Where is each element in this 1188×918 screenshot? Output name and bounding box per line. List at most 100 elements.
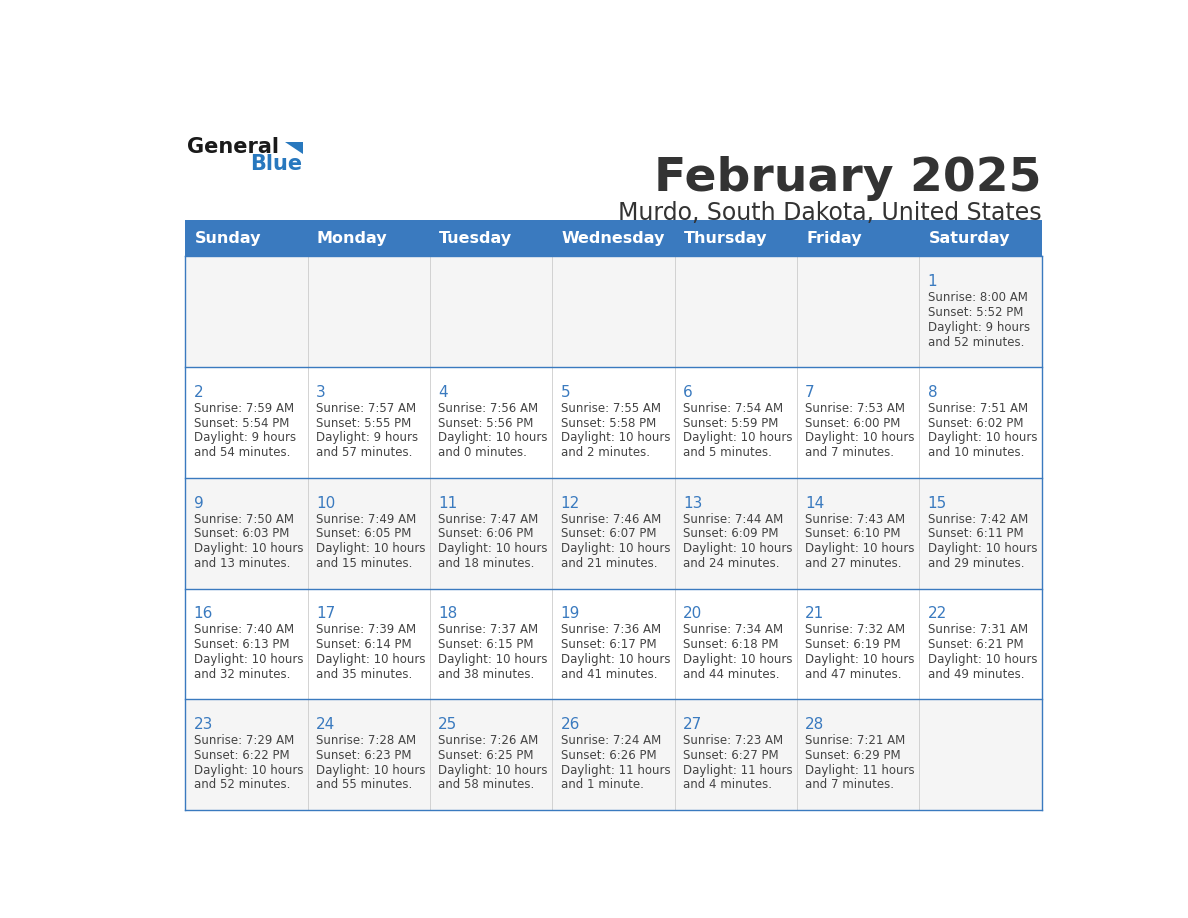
Text: and 15 minutes.: and 15 minutes.	[316, 557, 412, 570]
Text: and 32 minutes.: and 32 minutes.	[194, 667, 290, 681]
Text: Sunrise: 7:31 AM: Sunrise: 7:31 AM	[928, 623, 1028, 636]
FancyBboxPatch shape	[185, 367, 1042, 478]
Text: and 35 minutes.: and 35 minutes.	[316, 667, 412, 681]
Text: 5: 5	[561, 385, 570, 400]
Text: and 5 minutes.: and 5 minutes.	[683, 446, 772, 459]
Text: Sunset: 6:26 PM: Sunset: 6:26 PM	[561, 749, 656, 762]
Text: and 7 minutes.: and 7 minutes.	[805, 778, 895, 791]
Text: Daylight: 10 hours: Daylight: 10 hours	[438, 431, 548, 444]
Text: Sunset: 6:15 PM: Sunset: 6:15 PM	[438, 638, 533, 651]
Text: Sunset: 6:02 PM: Sunset: 6:02 PM	[928, 417, 1023, 430]
Text: Sunset: 6:27 PM: Sunset: 6:27 PM	[683, 749, 778, 762]
Text: 23: 23	[194, 717, 213, 732]
Text: and 24 minutes.: and 24 minutes.	[683, 557, 779, 570]
Text: Murdo, South Dakota, United States: Murdo, South Dakota, United States	[618, 201, 1042, 225]
Text: Sunrise: 7:29 AM: Sunrise: 7:29 AM	[194, 733, 293, 747]
Text: Sunset: 6:14 PM: Sunset: 6:14 PM	[316, 638, 411, 651]
Text: Sunrise: 7:44 AM: Sunrise: 7:44 AM	[683, 512, 783, 525]
Text: Sunrise: 7:28 AM: Sunrise: 7:28 AM	[316, 733, 416, 747]
Text: Daylight: 10 hours: Daylight: 10 hours	[561, 543, 670, 555]
Text: and 55 minutes.: and 55 minutes.	[316, 778, 412, 791]
Text: 24: 24	[316, 717, 335, 732]
Text: and 54 minutes.: and 54 minutes.	[194, 446, 290, 459]
Text: 15: 15	[928, 496, 947, 510]
Text: Sunrise: 7:24 AM: Sunrise: 7:24 AM	[561, 733, 661, 747]
Text: 18: 18	[438, 606, 457, 621]
Text: Sunset: 6:06 PM: Sunset: 6:06 PM	[438, 527, 533, 541]
Text: and 0 minutes.: and 0 minutes.	[438, 446, 527, 459]
Text: Sunrise: 7:40 AM: Sunrise: 7:40 AM	[194, 623, 293, 636]
Text: Daylight: 11 hours: Daylight: 11 hours	[561, 764, 670, 777]
Text: Sunrise: 7:53 AM: Sunrise: 7:53 AM	[805, 402, 905, 415]
Text: Sunrise: 7:47 AM: Sunrise: 7:47 AM	[438, 512, 538, 525]
Text: Daylight: 10 hours: Daylight: 10 hours	[683, 653, 792, 666]
Text: February 2025: February 2025	[655, 156, 1042, 201]
Text: and 52 minutes.: and 52 minutes.	[928, 336, 1024, 349]
Text: and 44 minutes.: and 44 minutes.	[683, 667, 779, 681]
Text: Sunrise: 7:21 AM: Sunrise: 7:21 AM	[805, 733, 905, 747]
Text: 3: 3	[316, 385, 326, 400]
Text: Daylight: 10 hours: Daylight: 10 hours	[683, 431, 792, 444]
Text: General: General	[188, 137, 279, 157]
Text: Sunset: 6:21 PM: Sunset: 6:21 PM	[928, 638, 1023, 651]
Text: Daylight: 10 hours: Daylight: 10 hours	[561, 431, 670, 444]
FancyBboxPatch shape	[185, 219, 1042, 222]
Text: Sunset: 6:07 PM: Sunset: 6:07 PM	[561, 527, 656, 541]
Text: Daylight: 10 hours: Daylight: 10 hours	[194, 764, 303, 777]
Text: and 18 minutes.: and 18 minutes.	[438, 557, 535, 570]
Text: Sunset: 6:10 PM: Sunset: 6:10 PM	[805, 527, 901, 541]
Text: Sunset: 6:11 PM: Sunset: 6:11 PM	[928, 527, 1023, 541]
Text: and 47 minutes.: and 47 minutes.	[805, 667, 902, 681]
Text: Daylight: 10 hours: Daylight: 10 hours	[194, 543, 303, 555]
Text: Sunset: 6:00 PM: Sunset: 6:00 PM	[805, 417, 901, 430]
Text: Sunset: 6:23 PM: Sunset: 6:23 PM	[316, 749, 411, 762]
Text: 20: 20	[683, 606, 702, 621]
Text: Blue: Blue	[249, 154, 302, 174]
Text: Daylight: 10 hours: Daylight: 10 hours	[316, 543, 425, 555]
Text: Daylight: 10 hours: Daylight: 10 hours	[438, 543, 548, 555]
Text: Sunrise: 7:39 AM: Sunrise: 7:39 AM	[316, 623, 416, 636]
Text: 17: 17	[316, 606, 335, 621]
Text: Daylight: 10 hours: Daylight: 10 hours	[561, 653, 670, 666]
Text: 27: 27	[683, 717, 702, 732]
Text: and 38 minutes.: and 38 minutes.	[438, 667, 535, 681]
Text: Sunrise: 7:26 AM: Sunrise: 7:26 AM	[438, 733, 538, 747]
Text: and 13 minutes.: and 13 minutes.	[194, 557, 290, 570]
Text: Sunset: 6:29 PM: Sunset: 6:29 PM	[805, 749, 901, 762]
Text: and 10 minutes.: and 10 minutes.	[928, 446, 1024, 459]
Text: 6: 6	[683, 385, 693, 400]
Text: Sunrise: 7:43 AM: Sunrise: 7:43 AM	[805, 512, 905, 525]
Text: Saturday: Saturday	[929, 230, 1010, 246]
FancyBboxPatch shape	[185, 588, 1042, 700]
Text: Sunset: 5:59 PM: Sunset: 5:59 PM	[683, 417, 778, 430]
Text: Daylight: 10 hours: Daylight: 10 hours	[805, 431, 915, 444]
Text: Daylight: 10 hours: Daylight: 10 hours	[928, 653, 1037, 666]
Text: and 4 minutes.: and 4 minutes.	[683, 778, 772, 791]
Text: Sunday: Sunday	[195, 230, 261, 246]
Text: Daylight: 10 hours: Daylight: 10 hours	[438, 764, 548, 777]
Text: Daylight: 10 hours: Daylight: 10 hours	[316, 653, 425, 666]
Text: Sunset: 6:22 PM: Sunset: 6:22 PM	[194, 749, 289, 762]
FancyBboxPatch shape	[185, 219, 1042, 256]
Text: 7: 7	[805, 385, 815, 400]
Text: Daylight: 10 hours: Daylight: 10 hours	[683, 543, 792, 555]
Text: and 52 minutes.: and 52 minutes.	[194, 778, 290, 791]
Text: 21: 21	[805, 606, 824, 621]
Text: 1: 1	[928, 274, 937, 289]
FancyBboxPatch shape	[185, 256, 1042, 367]
Text: Sunrise: 7:51 AM: Sunrise: 7:51 AM	[928, 402, 1028, 415]
Text: Sunset: 6:19 PM: Sunset: 6:19 PM	[805, 638, 901, 651]
Text: Sunrise: 7:46 AM: Sunrise: 7:46 AM	[561, 512, 661, 525]
Text: Sunrise: 8:00 AM: Sunrise: 8:00 AM	[928, 291, 1028, 304]
Text: 10: 10	[316, 496, 335, 510]
Text: and 7 minutes.: and 7 minutes.	[805, 446, 895, 459]
Text: Daylight: 10 hours: Daylight: 10 hours	[805, 543, 915, 555]
Text: Wednesday: Wednesday	[562, 230, 665, 246]
Text: Daylight: 11 hours: Daylight: 11 hours	[805, 764, 915, 777]
Text: Sunrise: 7:55 AM: Sunrise: 7:55 AM	[561, 402, 661, 415]
Text: 22: 22	[928, 606, 947, 621]
Text: Daylight: 11 hours: Daylight: 11 hours	[683, 764, 792, 777]
Text: Sunrise: 7:32 AM: Sunrise: 7:32 AM	[805, 623, 905, 636]
Text: Sunset: 5:54 PM: Sunset: 5:54 PM	[194, 417, 289, 430]
Text: Sunset: 6:05 PM: Sunset: 6:05 PM	[316, 527, 411, 541]
